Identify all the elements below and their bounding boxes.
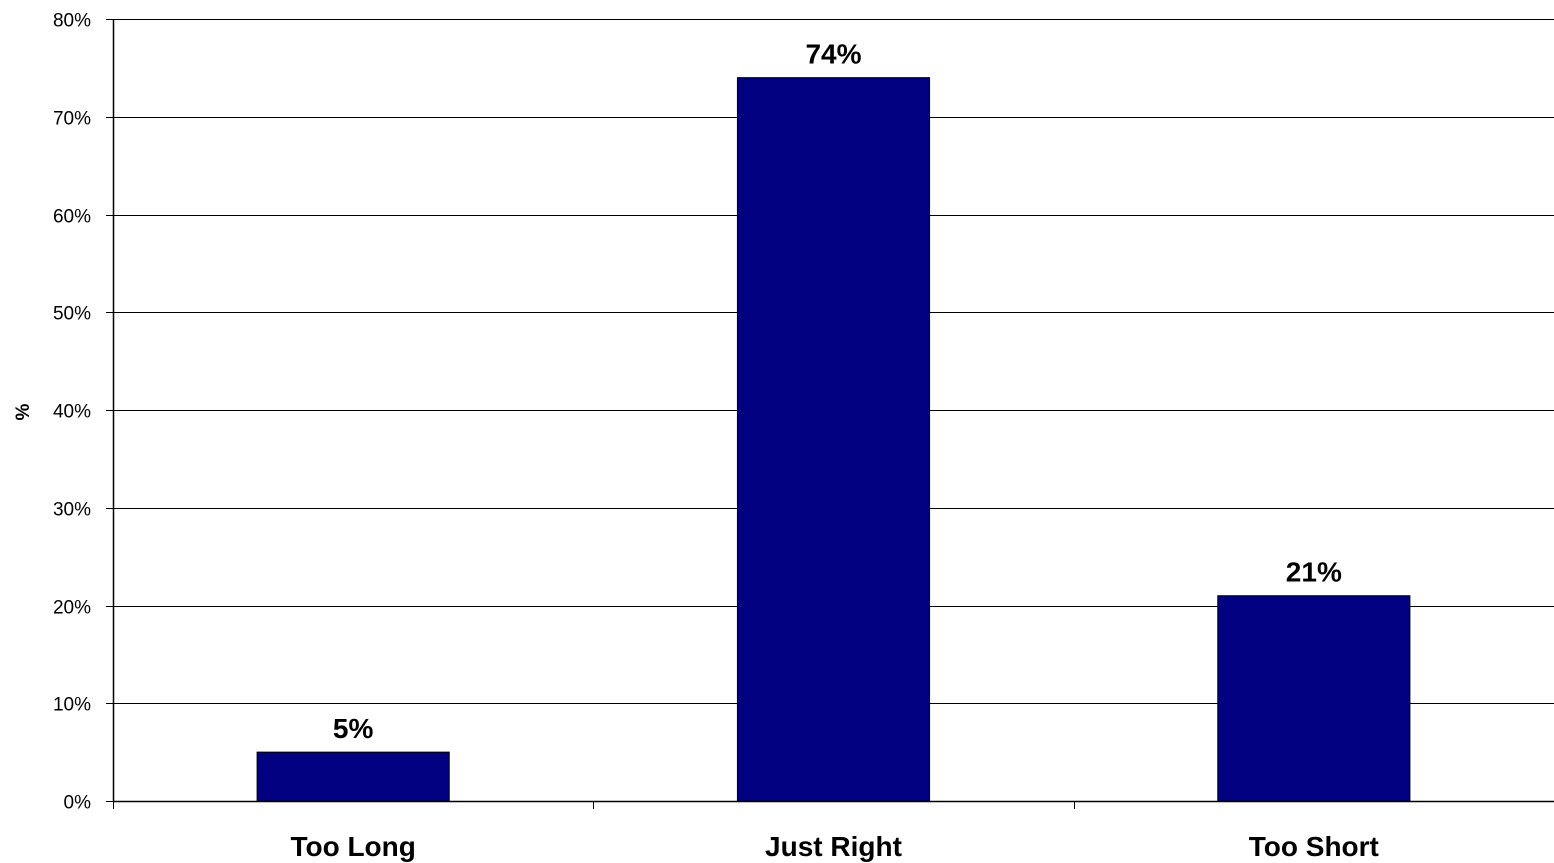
data-label: 21% xyxy=(1286,557,1342,588)
data-labels: 5% 74% 21% xyxy=(333,39,1342,744)
data-label: 74% xyxy=(805,39,861,70)
y-tick-label: 80% xyxy=(53,11,91,32)
y-tick-label: 50% xyxy=(53,304,91,325)
axes xyxy=(112,19,1554,809)
y-tick-label: 30% xyxy=(53,500,91,521)
x-axis-labels: Too Long Just Right Too Short xyxy=(290,831,1378,862)
y-axis-ticks: 0% 10% 20% 30% 40% 50% 60% 70% 80% xyxy=(53,11,113,814)
y-tick-label: 10% xyxy=(53,695,91,716)
data-label: 5% xyxy=(333,713,374,744)
x-category-label: Too Short xyxy=(1249,831,1379,862)
y-axis-title: % xyxy=(13,403,34,420)
x-category-label: Just Right xyxy=(765,831,902,862)
y-tick-label: 0% xyxy=(64,793,92,814)
bars xyxy=(256,77,1411,802)
bar-too-long xyxy=(256,751,450,802)
bar-just-right xyxy=(736,77,931,802)
y-tick-label: 60% xyxy=(53,207,91,228)
x-category-label: Too Long xyxy=(290,831,415,862)
bar-too-short xyxy=(1217,595,1411,802)
y-tick-label: 40% xyxy=(53,402,91,423)
y-tick-label: 70% xyxy=(53,109,91,130)
y-tick-label: 20% xyxy=(53,598,91,619)
